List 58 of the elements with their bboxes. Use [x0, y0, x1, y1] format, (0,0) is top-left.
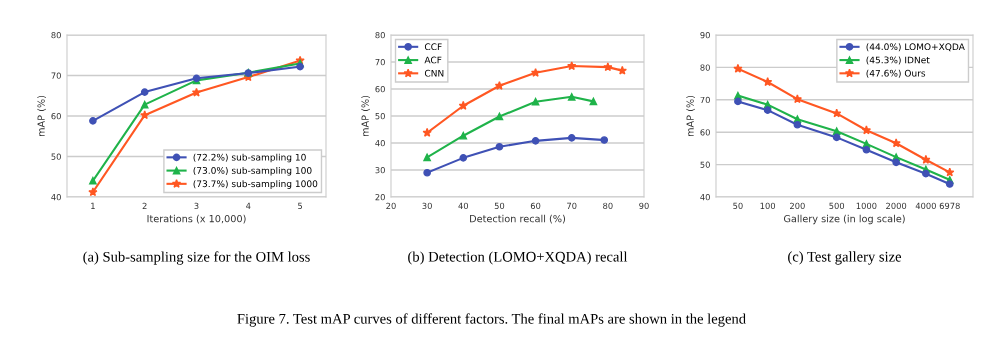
legend-label: (72.2%) sub-sampling 10 — [193, 153, 306, 163]
x-tick-label: 50 — [733, 202, 743, 210]
legend-label: (45.3%) IDNet — [866, 56, 930, 65]
legend-label: CNN — [424, 69, 444, 77]
y-axis-title: mAP (%) — [361, 95, 370, 137]
y-tick-label: 90 — [700, 31, 710, 39]
x-tick-label: 30 — [422, 202, 432, 210]
x-tick-label: 90 — [639, 202, 649, 210]
y-tick-label: 60 — [375, 85, 385, 93]
text: (a) Sub-sampling size for the OIM loss — [83, 251, 310, 265]
x-tick-label: 100 — [760, 202, 776, 210]
x-tick-label: 5 — [298, 202, 303, 210]
y-tick-label: 50 — [375, 112, 385, 120]
x-tick-label: 1000 — [856, 202, 877, 210]
x-axis-title: Gallery size (in log scale) — [783, 214, 905, 225]
text: (c) Test gallery size — [788, 251, 902, 265]
legend-label: (73.7%) sub-sampling 1000 — [193, 180, 318, 189]
caption: Figure 7. Test mAP curves of different factors. The final mAPs are shown in the legend — [237, 313, 746, 327]
y-axis-title: mAP (%) — [686, 95, 695, 137]
y-tick-label: 70 — [700, 96, 710, 104]
x-tick-label: 50 — [494, 202, 505, 210]
x-tick-label: 40 — [458, 202, 469, 210]
x-tick-label: 1 — [91, 202, 95, 209]
text: (b) Detection (LOMO+XQDA) recall — [408, 251, 628, 265]
x-tick-label: 4000 — [915, 202, 936, 210]
y-axis-title: mAP (%) — [37, 95, 46, 137]
y-tick-label: 80 — [375, 31, 385, 39]
x-tick-label: 3 — [194, 202, 199, 210]
y-tick-label: 30 — [375, 166, 385, 174]
y-tick-label: 40 — [375, 139, 385, 147]
x-tick-label: 2000 — [886, 202, 907, 210]
y-tick-label: 50 — [51, 153, 61, 160]
y-tick-label: 60 — [700, 129, 710, 136]
y-tick-label: 40 — [700, 193, 710, 201]
x-axis-title: Iterations (x 10,000) — [147, 214, 246, 224]
legend-label: ACF — [424, 56, 442, 64]
legend-label: (73.0%) sub-sampling 100 — [193, 166, 312, 176]
x-tick-label: 6978 — [939, 202, 960, 210]
x-tick-label: 4 — [246, 202, 251, 209]
x-tick-label: 70 — [567, 202, 577, 210]
x-tick-label: 200 — [790, 202, 805, 210]
legend-label: (47.6%) Ours — [866, 69, 926, 78]
x-tick-label: 60 — [530, 202, 541, 210]
y-tick-label: 40 — [51, 193, 61, 201]
x-tick-label: 20 — [386, 202, 396, 210]
y-tick-label: 20 — [375, 193, 385, 201]
x-axis-title: Detection recall (%) — [470, 214, 566, 224]
x-tick-label: 500 — [829, 202, 845, 210]
y-tick-label: 50 — [700, 161, 710, 168]
x-tick-label: 80 — [603, 202, 613, 210]
x-tick-label: 2 — [142, 202, 147, 209]
legend-label: (44.0%) LOMO+XQDA — [866, 43, 965, 52]
y-tick-label: 70 — [51, 72, 61, 79]
legend-label: CCF — [424, 43, 442, 51]
y-tick-label: 80 — [700, 64, 710, 71]
y-tick-label: 70 — [375, 58, 385, 66]
y-tick-label: 80 — [51, 31, 61, 39]
y-tick-label: 60 — [51, 112, 61, 120]
